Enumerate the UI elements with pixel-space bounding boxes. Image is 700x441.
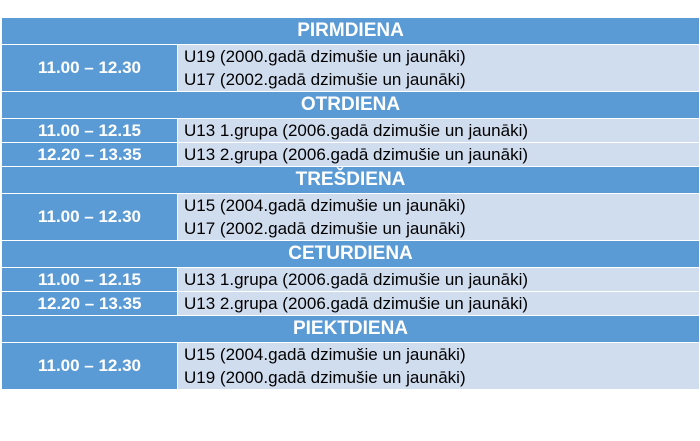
time-slot: 11.00 – 12.30 xyxy=(1,193,178,241)
time-slot-row: 12.20 – 13.35 U13 2.grupa (2006.gadā dzim… xyxy=(1,142,700,167)
day-name: TREŠDIENA xyxy=(1,166,700,194)
group-list: U15 (2004.gadā dzimušie un jaunāki) U17 (… xyxy=(177,193,700,241)
time-slot: 11.00 – 12.15 xyxy=(1,267,178,292)
time-slot: 11.00 – 12.30 xyxy=(1,44,178,92)
group-entry: U15 (2004.gadā dzimušie un jaunāki) xyxy=(184,196,466,215)
group-entry: U13 1.grupa (2006.gadā dzimušie un jaunā… xyxy=(184,121,529,140)
group-entry: U19 (2000.gadā dzimušie un jaunāki) xyxy=(184,47,466,66)
day-header-row: PIRMDIENA xyxy=(1,17,700,45)
time-slot-row: 11.00 – 12.30 U15 (2004.gadā dzimušie un … xyxy=(1,342,700,390)
day-header-row: PIEKTDIENA xyxy=(1,315,700,343)
time-slot: 12.20 – 13.35 xyxy=(1,291,178,316)
group-entry: U13 2.grupa (2006.gadā dzimušie un jaunā… xyxy=(184,145,529,164)
day-header-row: OTRDIENA xyxy=(1,91,700,119)
time-slot-row: 11.00 – 12.30 U15 (2004.gadā dzimušie un … xyxy=(1,193,700,241)
day-header-row: TREŠDIENA xyxy=(1,166,700,194)
group-entry: U17 (2002.gadā dzimušie un jaunāki) xyxy=(184,70,466,89)
time-slot-row: 11.00 – 12.30 U19 (2000.gadā dzimušie un … xyxy=(1,44,700,92)
training-schedule-table: PIRMDIENA 11.00 – 12.30 U19 (2000.gadā dzi… xyxy=(1,17,700,390)
time-slot-row: 11.00 – 12.15 U13 1.grupa (2006.gadā dzim… xyxy=(1,118,700,143)
time-slot: 11.00 – 12.30 xyxy=(1,342,178,390)
day-name: OTRDIENA xyxy=(1,91,700,119)
group-list: U13 2.grupa (2006.gadā dzimušie un jaunā… xyxy=(177,291,700,316)
time-slot: 11.00 – 12.15 xyxy=(1,118,178,143)
group-entry: U13 1.grupa (2006.gadā dzimušie un jaunā… xyxy=(184,270,529,289)
time-slot-row: 11.00 – 12.15 U13 1.grupa (2006.gadā dzim… xyxy=(1,267,700,292)
day-name: CETURDIENA xyxy=(1,240,700,268)
group-entry: U19 (2000.gadā dzimušie un jaunāki) xyxy=(184,368,466,387)
group-entry: U17 (2002.gadā dzimušie un jaunāki) xyxy=(184,219,466,238)
group-list: U13 2.grupa (2006.gadā dzimušie un jaunā… xyxy=(177,142,700,167)
group-entry: U13 2.grupa (2006.gadā dzimušie un jaunā… xyxy=(184,294,529,313)
group-list: U13 1.grupa (2006.gadā dzimušie un jaunā… xyxy=(177,118,700,143)
group-list: U15 (2004.gadā dzimušie un jaunāki) U19 (… xyxy=(177,342,700,390)
time-slot: 12.20 – 13.35 xyxy=(1,142,178,167)
group-list: U13 1.grupa (2006.gadā dzimušie un jaunā… xyxy=(177,267,700,292)
schedule-body: PIRMDIENA 11.00 – 12.30 U19 (2000.gadā dzi… xyxy=(1,17,700,390)
day-header-row: CETURDIENA xyxy=(1,240,700,268)
time-slot-row: 12.20 – 13.35 U13 2.grupa (2006.gadā dzim… xyxy=(1,291,700,316)
day-name: PIEKTDIENA xyxy=(1,315,700,343)
group-list: U19 (2000.gadā dzimušie un jaunāki) U17 (… xyxy=(177,44,700,92)
group-entry: U15 (2004.gadā dzimušie un jaunāki) xyxy=(184,345,466,364)
day-name: PIRMDIENA xyxy=(1,17,700,45)
